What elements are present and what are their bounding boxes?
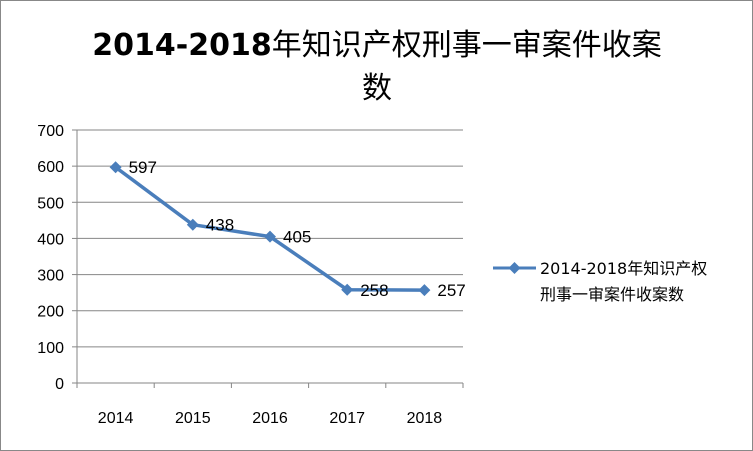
data-label-2014: 597 (129, 158, 157, 177)
y-tick-label-700: 700 (37, 123, 64, 140)
legend-label-line1: 2014-2018年知识产权 (540, 259, 707, 278)
y-tick-label-300: 300 (37, 268, 64, 285)
y-tick-label-400: 400 (37, 231, 64, 248)
chart-title-line1: 2014-2018年知识产权刑事一审案件收案 (92, 28, 661, 63)
data-labels: 597 438 405 258 257 (129, 158, 466, 300)
chart-title-main: 年知识产权刑事一审案件收案 (272, 28, 662, 63)
y-axis-tick-labels: 0 100 200 300 400 500 600 700 (37, 123, 64, 393)
x-axis-tick-labels: 2014 2015 2016 2017 2018 (98, 410, 442, 427)
legend-marker-diamond (508, 262, 521, 274)
data-label-2015: 438 (206, 216, 234, 235)
data-point-2014 (109, 161, 122, 174)
axes (72, 129, 464, 388)
series-line (114, 165, 425, 292)
x-tick-label-2015: 2015 (175, 410, 211, 427)
legend-label-line2: 刑事一审案件收案数 (540, 285, 684, 304)
x-tick-label-2014: 2014 (98, 410, 134, 427)
legend: 2014-2018年知识产权 刑事一审案件收案数 (493, 259, 707, 304)
data-label-2016: 405 (283, 228, 311, 247)
x-tick-label-2018: 2018 (407, 410, 443, 427)
data-point-2017 (341, 283, 354, 296)
gridlines (77, 129, 463, 348)
data-point-2016 (264, 230, 276, 243)
data-series (109, 161, 431, 297)
x-tick-label-2016: 2016 (252, 410, 288, 427)
chart-title-line2: 数 (362, 71, 392, 106)
data-label-2018: 257 (437, 281, 465, 300)
data-point-2018 (418, 284, 431, 297)
y-tick-label-0: 0 (55, 376, 64, 393)
data-label-2017: 258 (360, 281, 388, 300)
y-tick-label-200: 200 (37, 304, 64, 321)
y-tick-label-500: 500 (37, 195, 64, 212)
data-point-2015 (186, 218, 199, 231)
x-tick-label-2017: 2017 (329, 410, 365, 427)
chart-title-year-range: 2014-2018 (92, 28, 271, 63)
y-tick-label-600: 600 (37, 159, 64, 176)
y-tick-label-100: 100 (37, 340, 64, 357)
